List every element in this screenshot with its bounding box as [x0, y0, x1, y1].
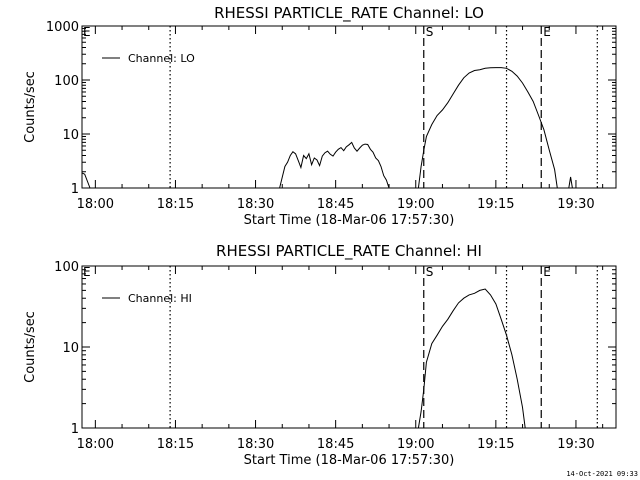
- y-tick-label: 1: [71, 422, 79, 437]
- x-tick-label: 18:00: [77, 437, 114, 452]
- x-tick-label: 19:00: [397, 197, 434, 212]
- x-tick-label: 19:15: [477, 197, 514, 212]
- marker-label: E: [83, 265, 91, 279]
- series-line-segment: [568, 176, 573, 189]
- y-axis-label: Counts/sec: [23, 71, 38, 143]
- x-tick-label: 18:00: [77, 197, 114, 212]
- x-tick-label: 18:15: [157, 437, 194, 452]
- series-line-segment: [417, 67, 558, 189]
- y-tick-label: 100: [54, 74, 79, 89]
- x-tick-label: 19:30: [557, 197, 594, 212]
- chart-title: RHESSI PARTICLE_RATE Channel: LO: [214, 4, 484, 23]
- plot-frame: [81, 265, 617, 429]
- y-tick-label: 1000: [46, 20, 79, 35]
- x-axis-label: Start Time (18-Mar-06 17:57:30): [244, 453, 455, 468]
- chart-panel-hi: RHESSI PARTICLE_RATE Channel: HI 18:00 18:…: [23, 242, 617, 468]
- chart-title: RHESSI PARTICLE_RATE Channel: HI: [216, 242, 482, 261]
- plot-frame: [81, 25, 617, 189]
- marker-label: E: [543, 25, 551, 39]
- marker-label: E: [543, 265, 551, 279]
- footer-timestamp: 14-Oct-2021 09:33: [566, 470, 638, 478]
- x-tick-label: 18:30: [237, 437, 274, 452]
- x-tick-label: 19:15: [477, 437, 514, 452]
- x-tick-label: 18:30: [237, 197, 274, 212]
- y-tick-label: 100: [54, 260, 79, 275]
- series-line-segment: [279, 141, 390, 189]
- x-tick-label: 18:45: [317, 197, 354, 212]
- series-line-segment: [81, 172, 91, 189]
- marker-label: S: [426, 25, 434, 39]
- x-tick-label: 18:15: [157, 197, 194, 212]
- legend-entry: Channel: LO: [128, 52, 195, 65]
- x-tick-label: 19:00: [397, 437, 434, 452]
- y-axis-label: Counts/sec: [23, 311, 38, 383]
- x-tick-label: 19:30: [557, 437, 594, 452]
- y-tick-label: 10: [62, 128, 79, 143]
- series-line-segment: [417, 288, 526, 429]
- x-axis-label: Start Time (18-Mar-06 17:57:30): [244, 213, 455, 228]
- y-tick-label: 10: [62, 341, 79, 356]
- marker-label: S: [426, 265, 434, 279]
- legend-entry: Channel: HI: [128, 292, 192, 305]
- x-tick-label: 18:45: [317, 437, 354, 452]
- y-tick-label: 1: [71, 182, 79, 197]
- marker-label: E: [83, 25, 91, 39]
- chart-panel-lo: RHESSI PARTICLE_RATE Channel: LO 18:00 18:…: [23, 4, 617, 228]
